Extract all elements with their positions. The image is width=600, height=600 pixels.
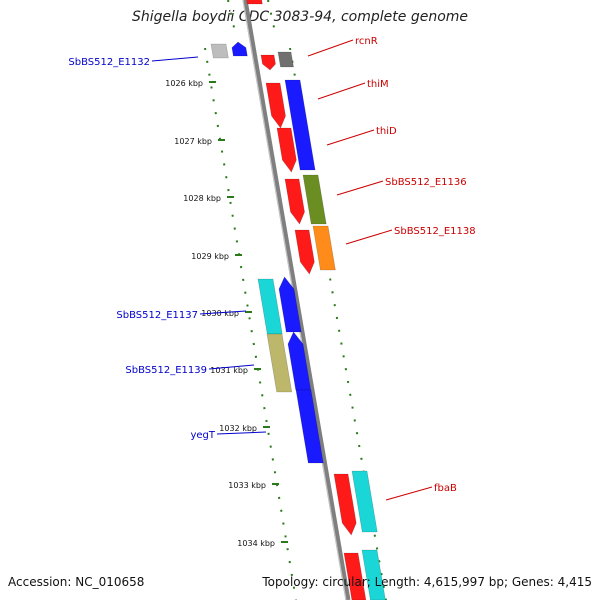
label-leader-line <box>385 486 433 501</box>
gene-block <box>278 276 302 333</box>
gene-label: SbBS512_E1138 <box>394 226 476 237</box>
label-leader-line <box>345 229 393 245</box>
gene-label: fbaB <box>434 483 457 494</box>
tick-label: 1027 kbp <box>174 137 212 146</box>
gene-block <box>302 174 327 225</box>
gene-label: SbBS512_E1132 <box>68 57 150 68</box>
tick-label: 1026 kbp <box>165 79 203 88</box>
gene-block <box>260 54 276 71</box>
gene-label: SbBS512_E1139 <box>125 365 207 376</box>
gene-block <box>351 470 378 533</box>
gene-block <box>294 229 315 275</box>
gene-block <box>361 549 386 600</box>
tick-label: 1031 kbp <box>210 366 248 375</box>
label-leader-line <box>326 129 375 146</box>
accession-text: Accession: NC_010658 <box>8 575 145 589</box>
gene-block <box>265 82 286 129</box>
gene-label: rcnR <box>355 36 378 47</box>
label-leader-line <box>151 56 199 62</box>
top-ruler-stub-2 <box>267 0 276 33</box>
tick-label: 1033 kbp <box>228 481 266 490</box>
gene-label: SbBS512_E1136 <box>385 177 467 188</box>
gene-block <box>276 127 297 173</box>
top-ruler-stub <box>227 0 236 33</box>
tick-label: 1030 kbp <box>201 309 239 318</box>
gene-block <box>210 43 229 59</box>
gene-block <box>257 278 283 335</box>
gene-block <box>284 79 316 171</box>
tick-label: 1032 kbp <box>219 424 257 433</box>
gene-block <box>333 473 357 536</box>
gene-block <box>266 333 293 393</box>
gene-block <box>231 41 248 57</box>
gene-block <box>246 0 263 5</box>
tick-label: 1028 kbp <box>183 194 221 203</box>
gene-label: thiD <box>376 126 397 137</box>
gene-label: SbBS512_E1137 <box>116 310 198 321</box>
gene-block <box>312 225 336 271</box>
gene-block <box>343 552 367 600</box>
genome-summary-text: Topology: circular; Length: 4,615,997 bp… <box>262 575 592 589</box>
gene-block <box>277 51 294 68</box>
gene-block <box>284 178 305 225</box>
label-leader-line <box>336 180 384 196</box>
map-title: Shigella boydii CDC 3083-94, complete ge… <box>131 9 469 25</box>
label-leader-line <box>317 82 366 100</box>
tick-label: 1034 kbp <box>237 539 275 548</box>
label-leader-line <box>199 310 247 315</box>
gene-label: thiM <box>367 79 389 90</box>
label-leader-line <box>216 431 267 435</box>
gene-label: yegT <box>190 430 215 441</box>
tick-label: 1029 kbp <box>191 252 229 261</box>
gene-block <box>295 389 324 464</box>
genome-backbone <box>242 0 351 600</box>
label-leader-line <box>307 39 354 57</box>
label-leader-line <box>208 364 255 370</box>
